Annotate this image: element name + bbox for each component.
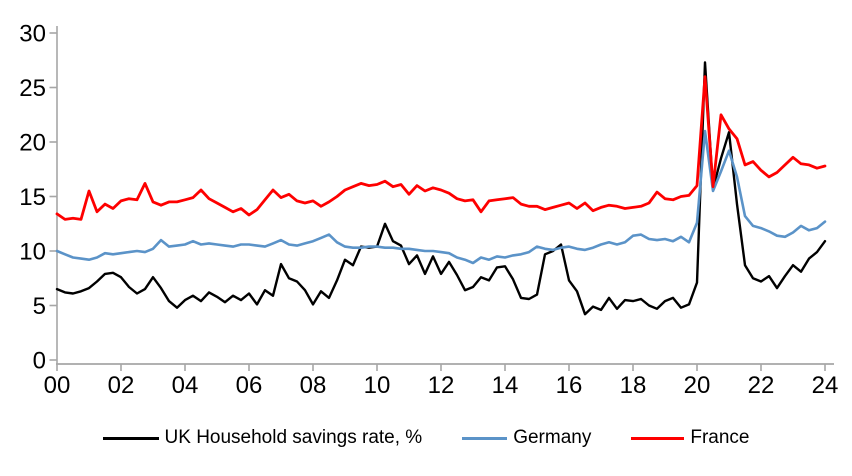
x-tick-label: 04 <box>172 372 199 399</box>
legend-item-uk: UK Household savings rate, % <box>102 427 423 449</box>
legend: UK Household savings rate, % Germany Fra… <box>0 427 852 449</box>
x-tick-label: 16 <box>556 372 583 399</box>
y-tick-label: 15 <box>19 184 46 211</box>
x-tick-label: 02 <box>108 372 135 399</box>
legend-item-germany: Germany <box>462 427 591 449</box>
uk-legend-label: UK Household savings rate, % <box>164 427 423 448</box>
y-tick-label: 0 <box>33 348 46 375</box>
germany-series-line <box>55 129 827 265</box>
france-series-line <box>55 75 827 221</box>
uk-series-line <box>55 61 827 316</box>
x-tick-label: 10 <box>364 372 391 399</box>
uk-line-swatch <box>102 436 159 440</box>
x-tick-label: 14 <box>492 372 519 399</box>
y-tick-label: 10 <box>19 239 46 266</box>
x-tick-label: 20 <box>684 372 711 399</box>
x-tick-label: 22 <box>748 372 775 399</box>
x-tick-label: 08 <box>300 372 327 399</box>
x-tick-label: 00 <box>44 372 71 399</box>
france-legend-label: France <box>690 427 750 448</box>
x-tick-label: 12 <box>428 372 455 399</box>
germany-line-swatch <box>462 436 508 440</box>
legend-item-france: France <box>631 427 749 449</box>
y-tick-label: 30 <box>19 21 46 48</box>
germany-legend-label: Germany <box>513 427 592 448</box>
y-tick-label: 20 <box>19 130 46 157</box>
y-tick-label: 25 <box>19 75 46 102</box>
x-tick-label: 06 <box>236 372 263 399</box>
x-tick-label: 18 <box>620 372 647 399</box>
x-tick-label: 24 <box>812 372 839 399</box>
france-line-swatch <box>631 436 685 440</box>
y-tick-label: 5 <box>33 293 46 320</box>
